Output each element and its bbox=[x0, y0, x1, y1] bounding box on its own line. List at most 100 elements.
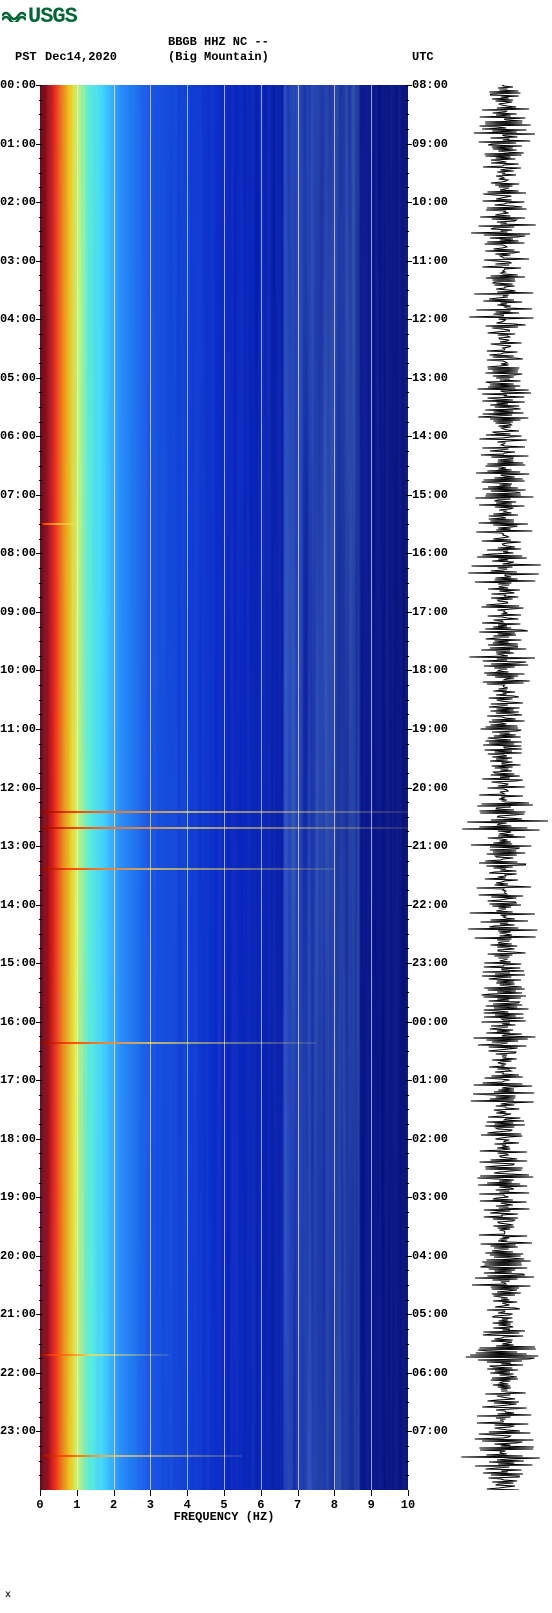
minor-tick bbox=[406, 1227, 409, 1228]
y-tick-label-right: 13:00 bbox=[412, 371, 448, 385]
minor-tick bbox=[406, 407, 409, 408]
gridline bbox=[187, 85, 188, 1490]
minor-tick bbox=[39, 875, 42, 876]
minor-tick bbox=[39, 1329, 42, 1330]
minor-tick bbox=[406, 1109, 409, 1110]
minor-tick bbox=[39, 1461, 42, 1462]
minor-tick bbox=[39, 524, 42, 525]
minor-tick bbox=[406, 1066, 409, 1067]
y-tick-label-left: 21:00 bbox=[0, 1307, 36, 1321]
minor-tick bbox=[39, 1344, 42, 1345]
tick-mark bbox=[36, 436, 42, 437]
minor-tick bbox=[39, 685, 42, 686]
minor-tick bbox=[406, 890, 409, 891]
minor-tick bbox=[406, 1095, 409, 1096]
minor-tick bbox=[39, 948, 42, 949]
tick-mark bbox=[36, 553, 42, 554]
gridline bbox=[298, 85, 299, 1490]
gridline bbox=[371, 85, 372, 1490]
seismic-event bbox=[40, 1042, 316, 1044]
gridline bbox=[114, 85, 115, 1490]
minor-tick bbox=[39, 363, 42, 364]
spectrogram-plot bbox=[40, 85, 408, 1490]
y-tick-label-left: 22:00 bbox=[0, 1366, 36, 1380]
minor-tick bbox=[406, 1475, 409, 1476]
tick-mark bbox=[36, 1022, 42, 1023]
x-tick-mark bbox=[408, 1490, 409, 1496]
minor-tick bbox=[39, 275, 42, 276]
x-tick-mark bbox=[334, 1490, 335, 1496]
tick-mark bbox=[36, 612, 42, 613]
tick-mark bbox=[36, 1256, 42, 1257]
y-tick-label-right: 22:00 bbox=[412, 898, 448, 912]
minor-tick bbox=[406, 1183, 409, 1184]
minor-tick bbox=[406, 392, 409, 393]
minor-tick bbox=[406, 934, 409, 935]
minor-tick bbox=[406, 744, 409, 745]
minor-tick bbox=[406, 758, 409, 759]
minor-tick bbox=[406, 422, 409, 423]
y-tick-label-right: 21:00 bbox=[412, 839, 448, 853]
y-tick-label-left: 14:00 bbox=[0, 898, 36, 912]
y-tick-label-left: 13:00 bbox=[0, 839, 36, 853]
x-tick-mark bbox=[224, 1490, 225, 1496]
minor-tick bbox=[39, 1402, 42, 1403]
minor-tick bbox=[39, 627, 42, 628]
y-tick-label-right: 16:00 bbox=[412, 546, 448, 560]
minor-tick bbox=[39, 480, 42, 481]
minor-tick bbox=[406, 158, 409, 159]
minor-tick bbox=[39, 1109, 42, 1110]
minor-tick bbox=[406, 480, 409, 481]
minor-tick bbox=[39, 1212, 42, 1213]
minor-tick bbox=[406, 861, 409, 862]
gridline bbox=[334, 85, 335, 1490]
y-tick-label-left: 17:00 bbox=[0, 1073, 36, 1087]
minor-tick bbox=[406, 290, 409, 291]
minor-tick bbox=[39, 1095, 42, 1096]
minor-tick bbox=[406, 568, 409, 569]
gridline bbox=[261, 85, 262, 1490]
minor-tick bbox=[406, 1285, 409, 1286]
minor-tick bbox=[406, 1402, 409, 1403]
y-tick-label-left: 16:00 bbox=[0, 1015, 36, 1029]
y-tick-label-right: 00:00 bbox=[412, 1015, 448, 1029]
minor-tick bbox=[406, 451, 409, 452]
minor-tick bbox=[39, 1168, 42, 1169]
y-tick-label-left: 18:00 bbox=[0, 1132, 36, 1146]
seismic-event bbox=[40, 1455, 242, 1457]
tick-mark bbox=[36, 788, 42, 789]
minor-tick bbox=[406, 305, 409, 306]
y-tick-label-left: 08:00 bbox=[0, 546, 36, 560]
minor-tick bbox=[406, 173, 409, 174]
minor-tick bbox=[39, 1051, 42, 1052]
y-tick-label-right: 17:00 bbox=[412, 605, 448, 619]
seismic-event bbox=[40, 811, 408, 813]
minor-tick bbox=[39, 217, 42, 218]
minor-tick bbox=[406, 802, 409, 803]
minor-tick bbox=[39, 100, 42, 101]
y-tick-label-left: 11:00 bbox=[0, 722, 36, 736]
minor-tick bbox=[39, 129, 42, 130]
minor-tick bbox=[39, 817, 42, 818]
minor-tick bbox=[39, 158, 42, 159]
y-tick-label-right: 08:00 bbox=[412, 78, 448, 92]
y-tick-label-left: 19:00 bbox=[0, 1190, 36, 1204]
minor-tick bbox=[39, 714, 42, 715]
logo-text: USGS bbox=[28, 4, 77, 29]
minor-tick bbox=[406, 641, 409, 642]
minor-tick bbox=[39, 890, 42, 891]
tick-mark bbox=[36, 1431, 42, 1432]
y-tick-label-left: 09:00 bbox=[0, 605, 36, 619]
y-tick-label-right: 02:00 bbox=[412, 1132, 448, 1146]
x-tick-mark bbox=[187, 1490, 188, 1496]
minor-tick bbox=[39, 597, 42, 598]
y-tick-label-right: 23:00 bbox=[412, 956, 448, 970]
y-tick-label-left: 12:00 bbox=[0, 781, 36, 795]
minor-tick bbox=[39, 451, 42, 452]
minor-tick bbox=[39, 583, 42, 584]
tick-mark bbox=[36, 1197, 42, 1198]
tick-mark bbox=[36, 670, 42, 671]
minor-tick bbox=[406, 714, 409, 715]
minor-tick bbox=[39, 407, 42, 408]
minor-tick bbox=[39, 1475, 42, 1476]
